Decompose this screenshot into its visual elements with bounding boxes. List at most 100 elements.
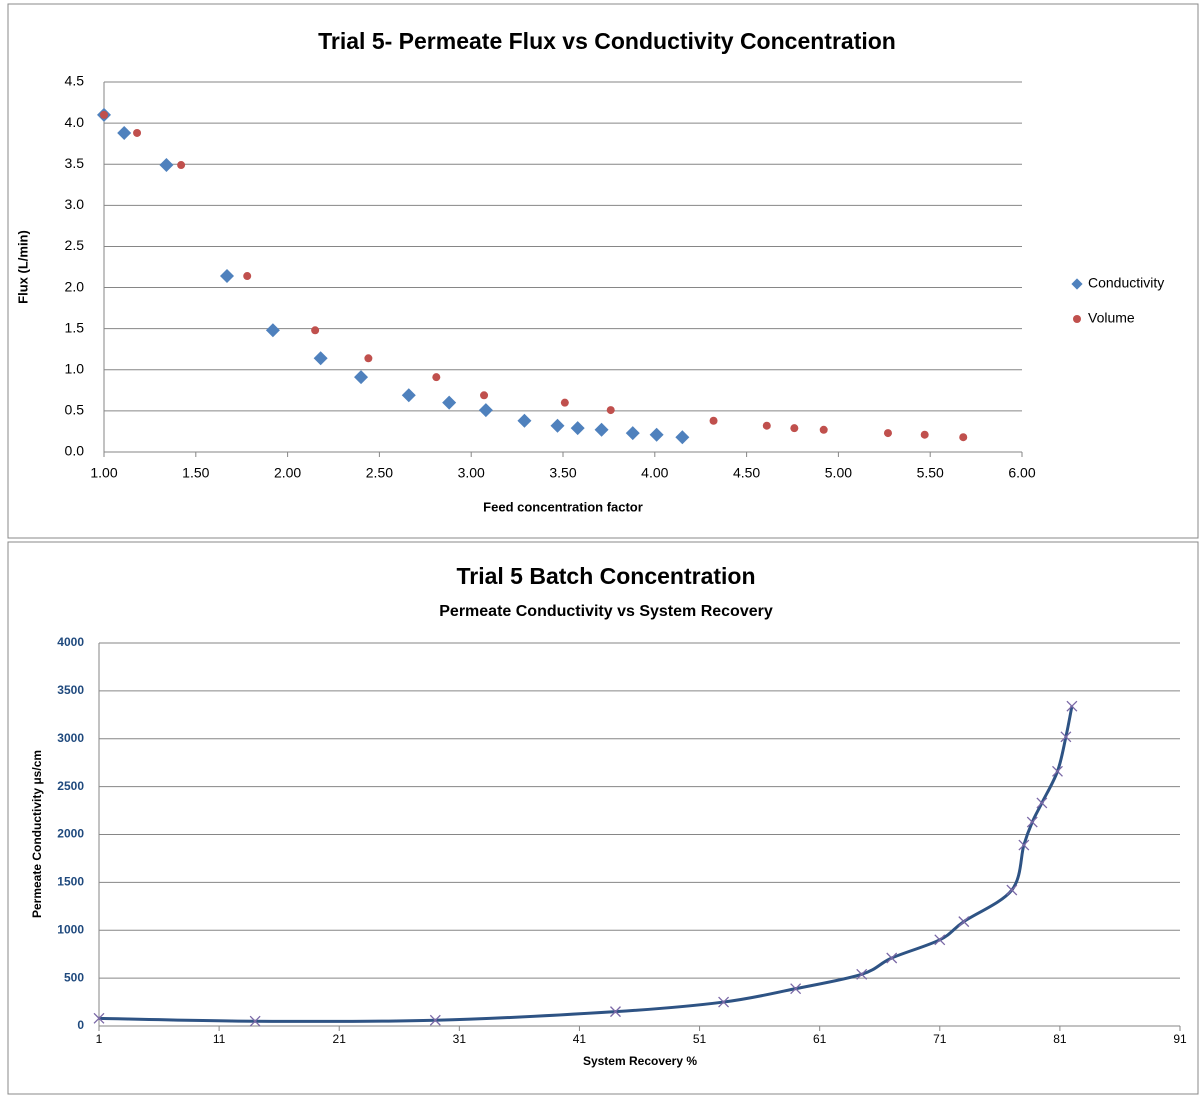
y-tick-label: 4.5 — [65, 73, 85, 89]
point — [442, 395, 457, 410]
x-tick-label: 61 — [813, 1032, 827, 1046]
point-marker — [856, 968, 868, 980]
y-tick-label: 3000 — [57, 731, 84, 745]
x-tick-label: 3.50 — [549, 465, 576, 481]
point — [517, 413, 532, 428]
point — [762, 421, 771, 430]
point — [100, 110, 108, 119]
point-marker — [93, 1012, 105, 1024]
chart-frame — [7, 3, 1199, 539]
point-marker — [429, 1014, 441, 1026]
point-marker — [610, 1006, 621, 1018]
x-tick-label: 1.00 — [90, 465, 117, 481]
point-marker — [1026, 816, 1038, 828]
point-marker — [1060, 731, 1072, 743]
legend-label: Volume — [1088, 310, 1135, 326]
point — [177, 161, 186, 170]
chart-subtitle: Permeate Conductivity vs System Recovery — [439, 603, 773, 620]
y-tick-label: 0.5 — [65, 402, 85, 418]
y-tick-label: 4.0 — [65, 114, 85, 130]
x-tick-label: 3.00 — [458, 465, 485, 481]
chart-title: Trial 5 Batch Concentration — [456, 563, 755, 589]
point — [117, 125, 132, 140]
point — [883, 429, 892, 438]
x-tick-label: 81 — [1053, 1032, 1067, 1046]
point — [550, 418, 565, 433]
y-tick-label: 3500 — [57, 683, 84, 697]
point-marker — [1006, 884, 1018, 896]
x-axis-title: System Recovery % — [583, 1054, 697, 1068]
y-axis-title: Flux (L/min) — [15, 230, 30, 304]
y-tick-label: 3.5 — [65, 155, 85, 171]
point — [959, 433, 968, 442]
point-marker — [249, 1015, 261, 1027]
x-tick-label: 5.50 — [917, 465, 944, 481]
x-tick-label: 51 — [693, 1032, 707, 1046]
y-tick-label: 1.0 — [65, 360, 85, 376]
y-tick-label: 2.0 — [65, 278, 85, 294]
y-tick-label: 2.5 — [65, 237, 85, 253]
point-marker — [934, 934, 946, 946]
x-tick-label: 11 — [213, 1032, 226, 1046]
y-tick-label: 1000 — [57, 922, 84, 936]
x-tick-label: 31 — [453, 1032, 467, 1046]
x-tick-label: 21 — [333, 1032, 347, 1046]
x-axis-title: Feed concentration factor — [483, 499, 643, 514]
point — [480, 391, 489, 400]
y-tick-label: 2000 — [57, 827, 84, 841]
y-tick-label: 0.0 — [65, 443, 85, 459]
point — [594, 422, 609, 437]
point — [606, 406, 615, 415]
point — [570, 421, 585, 436]
point — [560, 398, 569, 407]
point — [313, 351, 328, 366]
x-tick-label: 1.50 — [182, 465, 209, 481]
point-marker — [718, 996, 730, 1008]
point — [159, 158, 174, 173]
point — [709, 416, 718, 425]
point — [432, 373, 441, 382]
point-marker — [790, 983, 802, 995]
point-marker — [1066, 700, 1078, 712]
y-tick-label: 4000 — [57, 635, 84, 649]
x-tick-label: 1 — [96, 1032, 103, 1046]
y-axis-title: Permeate Conductivity μs/cm — [30, 750, 44, 918]
x-tick-label: 71 — [933, 1032, 947, 1046]
point-marker — [1018, 839, 1030, 851]
x-tick-label: 41 — [573, 1032, 587, 1046]
point-marker — [958, 916, 970, 928]
point — [478, 403, 493, 418]
point-marker — [1052, 765, 1063, 777]
point — [819, 425, 828, 434]
y-tick-label: 3.0 — [65, 196, 85, 212]
point — [364, 354, 373, 363]
point — [265, 323, 280, 338]
point — [625, 426, 640, 441]
legend-label: Conductivity — [1088, 275, 1164, 291]
point — [920, 430, 929, 439]
point — [675, 430, 690, 445]
x-tick-label: 91 — [1173, 1032, 1187, 1046]
x-tick-label: 6.00 — [1008, 465, 1035, 481]
legend-marker — [1073, 315, 1081, 323]
point — [790, 424, 799, 433]
x-tick-label: 4.50 — [733, 465, 760, 481]
point-marker — [1036, 797, 1048, 809]
point — [220, 269, 235, 284]
point — [354, 370, 369, 385]
x-tick-label: 2.00 — [274, 465, 301, 481]
y-tick-label: 1500 — [57, 875, 84, 889]
chart-frame — [7, 541, 1199, 1095]
point — [133, 128, 142, 137]
x-tick-label: 4.00 — [641, 465, 668, 481]
y-tick-label: 2500 — [57, 779, 84, 793]
y-tick-label: 0 — [77, 1018, 84, 1032]
chart-title: Trial 5- Permeate Flux vs Conductivity C… — [318, 28, 896, 54]
y-tick-label: 500 — [64, 970, 84, 984]
point — [401, 388, 416, 403]
point-marker — [886, 952, 898, 964]
point — [311, 326, 320, 335]
point — [649, 427, 664, 442]
x-tick-label: 5.00 — [825, 465, 852, 481]
